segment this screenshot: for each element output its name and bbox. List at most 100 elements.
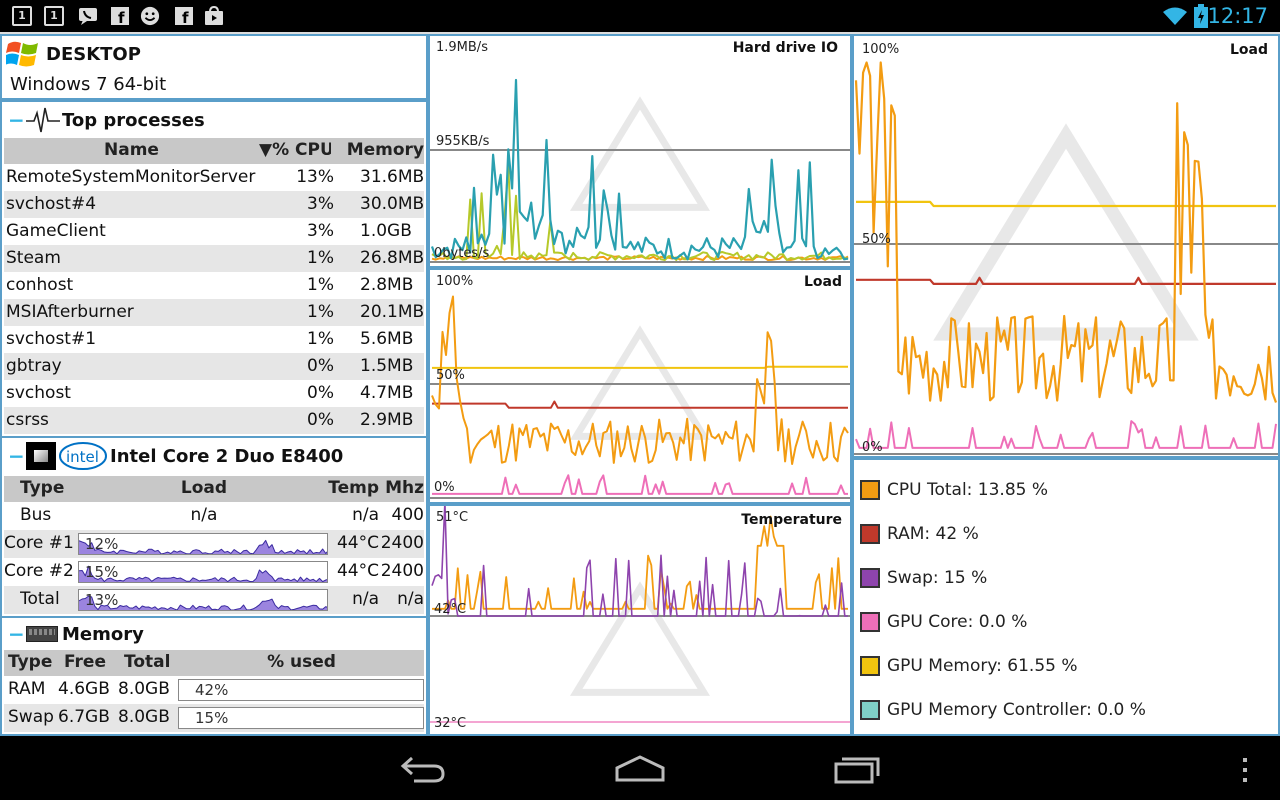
legend-swatch [860, 568, 880, 588]
collapse-memory-icon[interactable]: − [8, 622, 25, 646]
memory-row[interactable]: RAM 4.6GB 8.0GB 42% [4, 676, 424, 704]
menu-icon[interactable] [1240, 758, 1250, 788]
table-row[interactable]: conhost 1% 2.8MB [4, 272, 424, 299]
legend-item[interactable]: CPU Total: 13.85 % [860, 478, 1260, 502]
temp-title: Temperature [741, 512, 842, 528]
process-cpu: 13% [296, 167, 334, 187]
hdd-watermark-icon [569, 96, 711, 211]
legend-item[interactable]: RAM: 42 % [860, 522, 1260, 546]
load-large-svg [854, 61, 1278, 455]
loadl-min-label: 0% [862, 440, 883, 455]
hdd-chart[interactable]: 1.9MB/s 955KB/s 0bytes/s Hard drive IO [428, 34, 852, 268]
cpu-load-graph: 15% [78, 561, 328, 583]
process-memory: 30.0MB [360, 194, 424, 214]
cpu-load-graph: 12% [78, 533, 328, 555]
legend-item[interactable]: GPU Core: 0.0 % [860, 610, 1260, 634]
recents-icon[interactable] [832, 754, 882, 788]
cpu-temp: 44°C [336, 533, 379, 553]
hdd-title: Hard drive IO [732, 40, 838, 56]
mem-col-type: Type [8, 652, 53, 672]
mem-total: 8.0GB [118, 707, 170, 727]
hdd-min-label: 0bytes/s [434, 246, 490, 261]
table-row[interactable]: svchost#1 1% 5.6MB [4, 326, 424, 353]
process-memory: 1.0GB [360, 221, 412, 241]
collapse-processes-icon[interactable]: − [8, 108, 25, 132]
computer-panel[interactable]: DESKTOP Windows 7 64-bit [0, 34, 428, 100]
loadl-mid-label: 50% [862, 232, 891, 247]
process-cpu: 3% [307, 221, 334, 241]
process-name: csrss [6, 410, 49, 430]
process-cpu: 0% [307, 356, 334, 376]
legend-item[interactable]: GPU Memory: 61.55 % [860, 654, 1260, 678]
smiley-icon [140, 6, 160, 26]
table-row[interactable]: MSIAfterburner 1% 20.1MB [4, 299, 424, 326]
shop-icon [204, 6, 224, 26]
mem-type: RAM [8, 679, 46, 699]
memory-panel[interactable]: − Memory Type Free Total % used RAM 4.6GB… [0, 616, 428, 736]
cpu-load-sparkline [79, 595, 327, 610]
facebook-icon-2: f [174, 6, 194, 26]
cpu-mhz: 2400 [380, 561, 424, 581]
hdd-series-read [430, 78, 849, 261]
intel-logo-icon: intel [58, 440, 108, 476]
mem-used-bar: 42% [178, 679, 424, 701]
cpu-mhz: 2400 [380, 533, 424, 553]
col-memory[interactable]: Memory [346, 140, 424, 160]
status-bar: 1 1 f f 12:17 [0, 0, 1280, 32]
table-row[interactable]: csrss 0% 2.9MB [4, 407, 424, 434]
loads-series-cpu [431, 295, 849, 465]
col-name[interactable]: Name [104, 140, 159, 160]
cpu-col-temp: Temp [328, 478, 379, 498]
temperature-chart[interactable]: 51°C 42°C 32°C Temperature [428, 504, 852, 736]
cpu-load-label: 15% [85, 563, 119, 581]
legend-item[interactable]: Swap: 15 % [860, 566, 1260, 590]
memory-row[interactable]: Swap 6.7GB 8.0GB 15% [4, 704, 424, 732]
cpu-col-type: Type [20, 478, 65, 498]
mem-used-label: 15% [195, 709, 229, 727]
cpu-row[interactable]: Bus n/a n/a 400 [4, 502, 424, 530]
process-cpu: 1% [307, 302, 334, 322]
battery-icon [1194, 4, 1208, 32]
pulse-icon [26, 106, 60, 140]
temp-min-label: 32°C [434, 716, 467, 731]
cpu-panel[interactable]: − intel Intel Core 2 Duo E8400 Type Load… [0, 436, 428, 618]
table-row[interactable]: GameClient 3% 1.0GB [4, 218, 424, 245]
temp-series-core [431, 506, 848, 617]
memory-chip-icon [26, 626, 58, 642]
process-name: RemoteSystemMonitorServer [6, 167, 256, 187]
cpu-row[interactable]: Core #2 15% 44°C 2400 [4, 558, 424, 586]
collapse-cpu-icon[interactable]: − [8, 444, 25, 468]
process-memory: 2.8MB [360, 275, 414, 295]
temp-mid-label: 42°C [434, 602, 467, 617]
col-cpu[interactable]: ▼% CPU [259, 140, 331, 160]
loads-title: Load [803, 274, 842, 290]
table-row[interactable]: Steam 1% 26.8MB [4, 245, 424, 272]
mem-free: 4.6GB [58, 679, 110, 699]
load-chart-small[interactable]: 100% 50% 0% Load [428, 268, 852, 504]
cpu-type: Core #2 [4, 561, 74, 581]
cpu-row[interactable]: Total 13% n/a n/a [4, 586, 424, 614]
mem-free: 6.7GB [58, 707, 110, 727]
table-row[interactable]: svchost#4 3% 30.0MB [4, 191, 424, 218]
table-row[interactable]: gbtray 0% 1.5MB [4, 353, 424, 380]
process-memory: 4.7MB [360, 383, 414, 403]
processes-panel[interactable]: − Top processes Name ▼% CPU Memory Remot… [0, 100, 428, 466]
process-name: Steam [6, 248, 61, 268]
mem-used-bar: 15% [178, 707, 424, 729]
app-content: DESKTOP Windows 7 64-bit − Top processes… [0, 32, 1280, 736]
cpu-row[interactable]: Core #1 12% 44°C 2400 [4, 530, 424, 558]
home-icon[interactable] [614, 754, 666, 788]
cpu-temp: n/a [352, 505, 379, 525]
hdd-max-label: 1.9MB/s [436, 40, 488, 55]
loads-min-label: 0% [434, 480, 455, 495]
table-row[interactable]: RemoteSystemMonitorServer 13% 31.6MB [4, 164, 424, 191]
back-icon[interactable] [400, 754, 446, 788]
process-name: svchost#4 [6, 194, 97, 214]
notification-1-icon: 1 [12, 6, 32, 26]
wifi-icon [1162, 6, 1188, 30]
mem-col-used: % used [267, 652, 336, 672]
cpu-header: Type Load Temp Mhz [4, 476, 424, 502]
load-chart-large[interactable]: 100% 50% 0% Load [852, 34, 1280, 458]
legend-item[interactable]: GPU Memory Controller: 0.0 % [860, 698, 1260, 722]
table-row[interactable]: svchost 0% 4.7MB [4, 380, 424, 407]
